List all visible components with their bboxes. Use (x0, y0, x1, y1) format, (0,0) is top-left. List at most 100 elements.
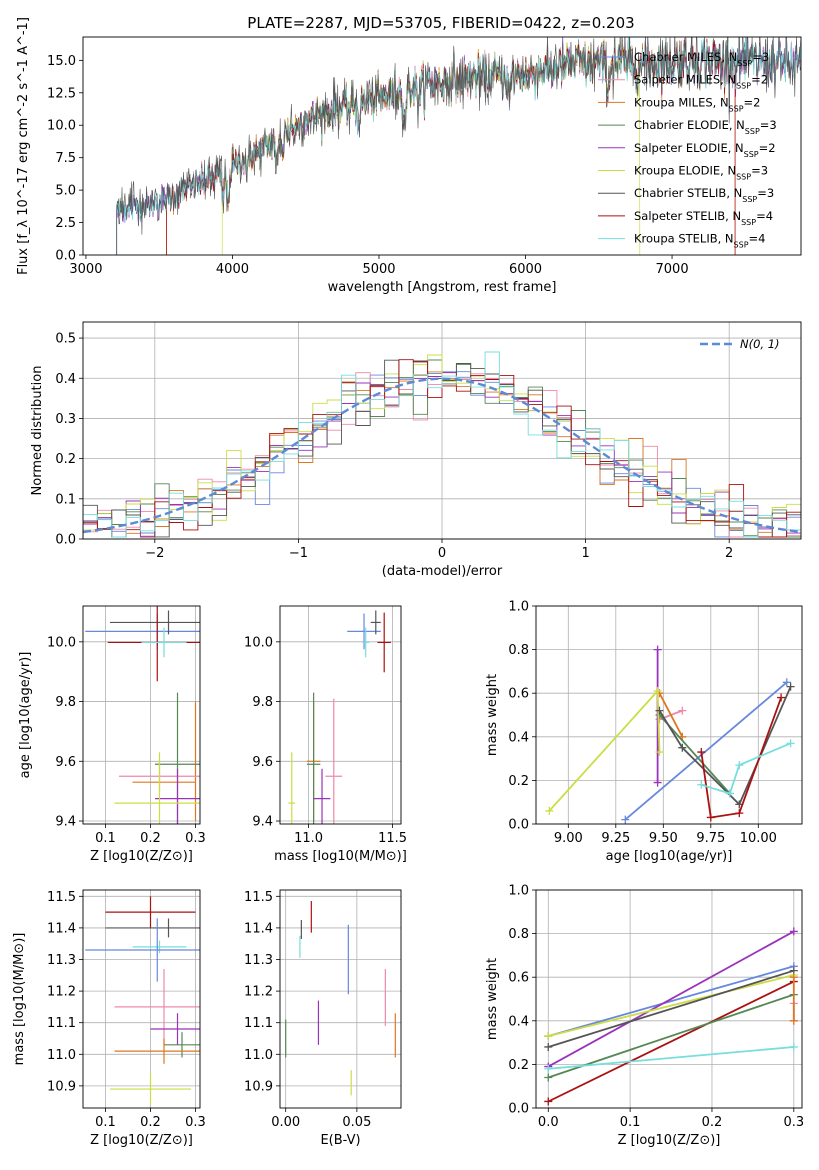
y-axis-label: age [log10(age/yr)] (18, 652, 33, 779)
y-tick-label: 11.2 (47, 985, 76, 1000)
panel-age_vs_mass: 11.0 11.5 9.4 9.6 9.8 10.0 mass [log10(M/M⊙)] (244, 605, 407, 864)
weight-marker (789, 1016, 798, 1025)
x-tick-label: 0.1 (620, 1115, 641, 1130)
y-tick-label: 1.0 (508, 884, 529, 899)
x-axis-label: wavelength [Angstrom, rest frame] (328, 280, 557, 295)
weight-marker (697, 748, 706, 757)
panel-mass_vs_Z: 0.1 0.2 0.3 10.9 11.0 11.1 11.2 11.3 11.4 11.5 Z [… (12, 889, 206, 1148)
panel-mass_vs_EBV: 0.00 0.05 10.9 11.0 11.1 11.2 11.3 11.4 11.5 E(B-… (244, 889, 402, 1148)
weight-marker (735, 761, 744, 770)
y-tick-label: 11.3 (244, 953, 273, 968)
ticks: 9.00 9.25 9.50 9.75 10.00 0.0 0.2 0.4 0.6 0.8 1.0 (508, 600, 777, 847)
y-tick-label: 0.1 (55, 492, 76, 507)
axes-frame (82, 321, 802, 540)
y-axis-label: mass weight (485, 674, 500, 756)
plot-area (85, 606, 200, 824)
x-tick-label: 0.3 (185, 831, 206, 846)
ticks: 11.0 11.5 9.4 9.6 9.8 10.0 (244, 635, 407, 846)
weight-marker (544, 1032, 553, 1041)
weight-marker (789, 927, 798, 936)
weight-marker (782, 678, 791, 687)
x-tick-label: 9.25 (601, 831, 630, 846)
y-tick-label: 0.0 (55, 533, 76, 548)
y-tick-label: 9.6 (252, 755, 273, 770)
axes-frame (535, 605, 803, 825)
panel-age_vs_Z: 0.1 0.2 0.3 9.4 9.6 9.8 10.0 Z [log10(Z/Z⊙)] age… (18, 605, 206, 864)
x-tick-label: −1 (289, 546, 308, 561)
x-tick-label: −2 (145, 546, 164, 561)
y-tick-label: 9.8 (55, 695, 76, 710)
weight-line (548, 974, 795, 1037)
weight-marker (786, 739, 795, 748)
axes-frame (82, 889, 201, 1109)
weight-line (701, 742, 791, 795)
x-tick-label: 1 (581, 546, 589, 561)
y-tick-label: 10.0 (47, 119, 76, 134)
x-tick-label: 11.5 (378, 831, 407, 846)
weight-line (548, 993, 795, 1079)
x-axis-label: age [log10(age/yr)] (606, 849, 733, 864)
y-tick-label: 10.0 (244, 635, 273, 650)
x-tick-label: 4000 (216, 262, 249, 277)
x-axis-label: Z [log10(Z/Z⊙)] (90, 1133, 193, 1148)
weight-marker (621, 815, 630, 824)
x-tick-label: 11.0 (294, 831, 323, 846)
y-tick-label: 0.2 (508, 1058, 529, 1073)
weight-marker (678, 706, 687, 715)
y-tick-label: 0.0 (508, 1102, 529, 1117)
x-tick-label: 5000 (362, 262, 395, 277)
x-tick-label: 2 (725, 546, 733, 561)
y-axis-label: Flux [f_λ 10^-17 erg cm^-2 s^-1 A^-1] (16, 17, 31, 275)
y-tick-label: 0.4 (55, 372, 76, 387)
x-axis-label: Z [log10(Z/Z⊙)] (90, 849, 193, 864)
x-tick-label: 0 (438, 546, 446, 561)
gaussian-curve (83, 377, 801, 534)
x-tick-label: 0.1 (95, 1115, 116, 1130)
weight-marker (735, 809, 744, 818)
y-axis-label: mass weight (485, 958, 500, 1040)
axes-frame (279, 605, 402, 825)
histogram-step (83, 351, 801, 538)
weight-marker (653, 778, 662, 787)
plot-area (288, 610, 391, 824)
legend-label: Salpeter MILES, NSSP=2 (634, 73, 768, 91)
weight-marker (653, 645, 662, 654)
weight-marker (725, 789, 734, 798)
figure-title: PLATE=2287, MJD=53705, FIBERID=0422, z=0… (247, 14, 634, 32)
weight-marker (544, 1073, 553, 1082)
panel-weight_vs_age: 9.00 9.25 9.50 9.75 10.00 0.0 0.2 0.4 0.6 0.8 1.0 a… (485, 600, 803, 864)
y-tick-label: 11.0 (47, 1048, 76, 1063)
ticks: 0.1 0.2 0.3 9.4 9.6 9.8 10.0 (47, 635, 206, 846)
legend-label: Kroupa ELODIE, NSSP=3 (634, 164, 768, 182)
y-tick-label: 0.6 (508, 971, 529, 986)
legend-label: Kroupa MILES, NSSP=2 (634, 95, 760, 113)
axes-frame (535, 889, 803, 1109)
axes-frame (279, 889, 402, 1109)
weight-marker (544, 1097, 553, 1106)
weight-line (658, 692, 684, 738)
weight-marker (544, 1064, 553, 1073)
panel-spectrum: 3000 4000 5000 6000 7000 0.0 2.5 5.0 7.5 10.0 12.5… (16, 17, 802, 295)
weight-line (658, 686, 792, 806)
weight-line (547, 980, 795, 1103)
y-tick-label: 11.5 (244, 890, 273, 905)
ticks: 0.0 0.1 0.2 0.3 0.0 0.2 0.4 0.6 0.8 1.0 (508, 884, 804, 1131)
y-axis-label: Normed distribution (30, 366, 45, 496)
plot-area (544, 927, 798, 1106)
x-tick-label: 0.2 (140, 1115, 161, 1130)
x-tick-label: 0.0 (538, 1115, 559, 1130)
weight-line (548, 969, 795, 1048)
y-tick-label: 0.4 (508, 730, 529, 745)
legend-label: Chabrier MILES, NSSP=3 (634, 50, 769, 68)
x-tick-label: 0.2 (702, 1115, 723, 1130)
y-tick-label: 10.9 (244, 1079, 273, 1094)
plot-area (116, 37, 801, 255)
y-tick-label: 9.4 (252, 815, 273, 830)
y-tick-label: 0.2 (55, 452, 76, 467)
y-tick-label: 12.5 (47, 86, 76, 101)
x-tick-label: 7000 (656, 262, 689, 277)
y-tick-label: 0.8 (508, 927, 529, 942)
weight-marker (789, 1042, 798, 1051)
y-tick-label: 11.1 (244, 1016, 273, 1031)
y-tick-label: 10.9 (47, 1079, 76, 1094)
